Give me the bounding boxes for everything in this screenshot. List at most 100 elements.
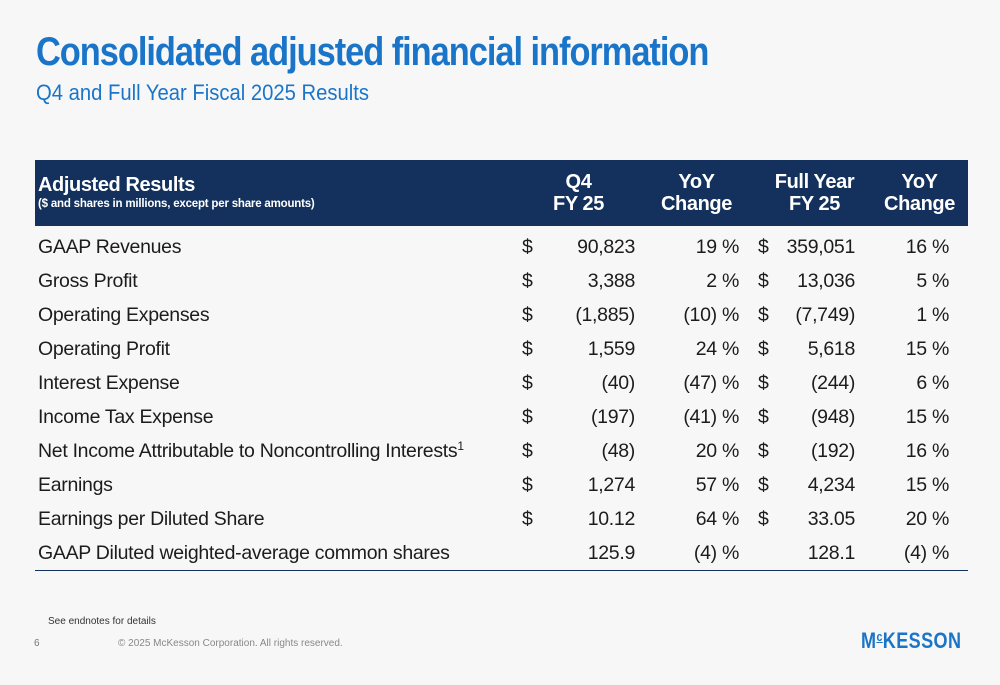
q4-yoy-change: 2 % bbox=[635, 264, 758, 298]
row-label: GAAP Diluted weighted-average common sha… bbox=[35, 536, 522, 571]
q4-value-text: 1,274 bbox=[587, 473, 636, 496]
fy-dollar-sign-text: $ bbox=[758, 371, 769, 394]
fy-dollar-sign-text: $ bbox=[758, 507, 769, 530]
q4-yoy-change-text: (47) % bbox=[683, 371, 739, 394]
table-row: GAAP Revenues $90,823 19 % $359,051 16 % bbox=[35, 226, 968, 264]
q4-dollar-sign: $ bbox=[522, 366, 544, 400]
fy-yoy-change: 5 % bbox=[871, 264, 968, 298]
fy-dollar-sign-text: $ bbox=[758, 439, 769, 462]
logo-prefix: M bbox=[861, 628, 877, 653]
q4-dollar-sign-text: $ bbox=[522, 371, 533, 394]
table-subtitle: ($ and shares in millions, except per sh… bbox=[38, 198, 315, 210]
col-header-q4-line2: FY 25 bbox=[553, 193, 604, 215]
q4-value: (40) bbox=[544, 366, 636, 400]
q4-value: 90,823 bbox=[544, 226, 635, 264]
page-subtitle: Q4 and Full Year Fiscal 2025 Results bbox=[36, 80, 370, 105]
q4-dollar-sign: $ bbox=[522, 298, 544, 332]
row-label: Interest Expense bbox=[35, 366, 522, 400]
fy-value-text: 5,618 bbox=[807, 337, 856, 360]
fy-value-text: (948) bbox=[810, 405, 856, 428]
fy-dollar-sign-text: $ bbox=[758, 269, 769, 292]
row-label-text: Operating Expenses bbox=[38, 303, 210, 326]
q4-dollar-sign: $ bbox=[522, 502, 544, 536]
fy-yoy-change-text: 5 % bbox=[916, 269, 950, 292]
fy-yoy-change-text: 6 % bbox=[916, 371, 950, 394]
fy-dollar-sign: $ bbox=[758, 434, 780, 468]
row-label-text: Interest Expense bbox=[38, 371, 180, 394]
row-label: Earnings per Diluted Share bbox=[35, 502, 522, 536]
fy-yoy-change-text: 15 % bbox=[905, 405, 950, 428]
q4-dollar-sign-text: $ bbox=[522, 405, 533, 428]
col-header-q4-yoy: YoY Change bbox=[635, 160, 758, 226]
q4-dollar-sign-text: $ bbox=[522, 439, 533, 462]
col-header-q4: Q4 FY 25 bbox=[522, 160, 635, 226]
table-row: Income Tax Expense $ (197) (41) % $ (948) 15 % bbox=[35, 400, 968, 434]
q4-dollar-sign-text: $ bbox=[522, 507, 533, 530]
q4-yoy-change: (4) % bbox=[635, 536, 758, 571]
q4-value: 10.12 bbox=[544, 502, 636, 536]
table-row: Net Income Attributable to Noncontrollin… bbox=[35, 434, 968, 468]
q4-dollar-sign: $ bbox=[522, 226, 544, 264]
copyright-text: © 2025 McKesson Corporation. All rights … bbox=[118, 638, 343, 649]
fy-yoy-change-text: (4) % bbox=[903, 541, 950, 564]
row-label: Operating Expenses bbox=[35, 298, 522, 332]
table-title: Adjusted Results bbox=[38, 174, 195, 196]
fy-value: 4,234 bbox=[780, 468, 871, 502]
fy-value: (7,749) bbox=[780, 298, 871, 332]
fy-dollar-sign: $ bbox=[758, 264, 780, 298]
fy-dollar-sign-text: $ bbox=[758, 303, 769, 326]
fy-value: (192) bbox=[780, 434, 871, 468]
q4-value: (197) bbox=[544, 400, 635, 434]
col-header-fy-line2: FY 25 bbox=[789, 193, 840, 215]
q4-value: (1,885) bbox=[544, 298, 635, 332]
table-row: Earnings $1,274 57 % $4,234 15 % bbox=[35, 468, 968, 502]
fy-dollar-sign-text: $ bbox=[758, 235, 769, 258]
row-label-text: Gross Profit bbox=[38, 269, 138, 292]
q4-value-text: 90,823 bbox=[577, 235, 635, 258]
fy-dollar-sign: $ bbox=[758, 502, 780, 536]
q4-dollar-sign-text: $ bbox=[522, 235, 533, 258]
table-row: Operating Expenses $ (1,885) (10) % $ (7,749)… bbox=[35, 298, 968, 332]
q4-value-text: 10.12 bbox=[587, 507, 636, 530]
table-row: Interest Expense $ (40) (47) % $ (244) 6 % bbox=[35, 366, 968, 400]
fy-yoy-change: 20 % bbox=[871, 502, 968, 536]
fy-value: (244) bbox=[780, 366, 871, 400]
row-label: Net Income Attributable to Noncontrollin… bbox=[35, 434, 522, 468]
fy-yoy-change: 1 % bbox=[871, 298, 968, 332]
fy-value: 359,051 bbox=[780, 226, 871, 264]
q4-value: 3,388 bbox=[544, 264, 636, 298]
row-label-text: Earnings bbox=[38, 473, 113, 496]
fy-value: 128.1 bbox=[780, 536, 872, 571]
fy-dollar-sign: $ bbox=[758, 400, 780, 434]
fy-value-text: 13,036 bbox=[797, 269, 856, 292]
fy-value: (948) bbox=[780, 400, 871, 434]
adjusted-results-table: Adjusted Results ($ and shares in millio… bbox=[35, 160, 969, 571]
row-label-text: GAAP Revenues bbox=[38, 235, 182, 258]
fy-dollar-sign: $ bbox=[758, 298, 780, 332]
fy-dollar-sign: $ bbox=[758, 468, 780, 502]
fy-yoy-change: 15 % bbox=[871, 468, 968, 502]
q4-yoy-change: 19 % bbox=[635, 226, 758, 264]
row-label: GAAP Revenues bbox=[35, 226, 522, 264]
table-row: Gross Profit $3,388 2 % $13,036 5 % bbox=[35, 264, 968, 298]
q4-dollar-sign: $ bbox=[522, 400, 544, 434]
q4-yoy-change: (10) % bbox=[635, 298, 758, 332]
footnote-marker: 1 bbox=[457, 438, 464, 453]
q4-dollar-sign-text: $ bbox=[522, 303, 533, 326]
table-body: GAAP Revenues $90,823 19 % $359,051 16 % Gros… bbox=[35, 226, 969, 571]
fy-yoy-change-text: 16 % bbox=[905, 235, 950, 258]
q4-yoy-change: (47) % bbox=[635, 366, 758, 400]
table-header-row: Adjusted Results ($ and shares in millio… bbox=[35, 160, 969, 226]
col-header-q4-yoy-line1: YoY bbox=[678, 171, 715, 193]
q4-dollar-sign-text: $ bbox=[522, 473, 533, 496]
q4-yoy-change-text: (4) % bbox=[693, 541, 739, 564]
q4-value: 125.9 bbox=[544, 536, 635, 571]
fy-value: 33.05 bbox=[780, 502, 871, 536]
q4-yoy-change-text: 24 % bbox=[695, 337, 740, 360]
fy-dollar-sign-text: $ bbox=[758, 337, 769, 360]
logo-suffix: KESSON bbox=[882, 628, 962, 653]
q4-value: (48) bbox=[544, 434, 636, 468]
fy-yoy-change: 15 % bbox=[871, 400, 968, 434]
row-label: Earnings bbox=[35, 468, 522, 502]
row-label: Income Tax Expense bbox=[35, 400, 522, 434]
